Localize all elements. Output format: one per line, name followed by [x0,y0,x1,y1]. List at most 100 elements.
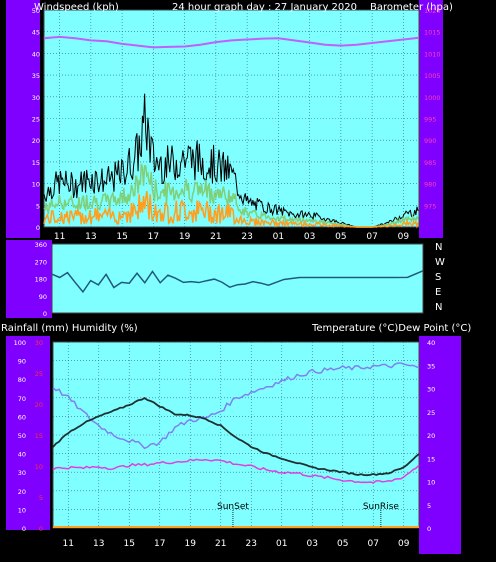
temp-y-tick: 20 [427,432,435,440]
humidity-y-tick: 90 [18,358,26,366]
windlow-line [43,190,419,229]
baro-y-tick: 1020 [424,7,441,15]
humidity-line [52,362,420,450]
humidity-y-tick: 10 [18,506,26,514]
humidity-y-tick: 30 [18,469,26,477]
temp-dew-label: Temperature (°C)Dew Point (°C) [311,323,471,334]
annotation-label: SunRise [363,502,400,512]
baro-y-tick: 1005 [424,72,441,80]
humidity-y-tick: 80 [18,376,26,384]
temp-x-tick: 23 [246,539,257,549]
temp-x-tick: 07 [368,539,379,549]
dir-y-tick: 180 [35,276,47,284]
wind-x-tick: 19 [179,232,191,242]
humidity-y-tick: 20 [18,488,26,496]
wind-y-tick: 35 [32,72,40,80]
dir-left-frame [6,240,52,318]
windspeed-label: Windspeed (kph) [34,2,119,13]
rain-humidity-label: Rainfall (mm) Humidity (%) [1,323,138,334]
rain-y-tick: 10 [35,463,43,471]
wind-y-tick: 30 [32,94,40,102]
temp-x-tick: 19 [185,539,197,549]
temp-x-tick: 17 [154,539,165,549]
humidity-y-tick: 50 [18,432,26,440]
baro-y-tick: 980 [424,181,436,189]
rain-y-tick: 15 [35,432,43,440]
temp-x-tick: 15 [124,539,135,549]
wind-y-tick: 5 [36,202,40,210]
humidity-y-tick: 0 [22,525,26,533]
dir-y-tick: 90 [39,293,47,301]
wind-x-tick: 21 [210,232,221,242]
humidity-y-tick: 60 [18,413,26,421]
annotation-label: SunSet [217,502,249,512]
bottom-right-frame [419,336,461,554]
temp-x-tick: 21 [215,539,226,549]
humidity-y-tick: 100 [14,339,26,347]
rain-y-tick: 0 [39,525,43,533]
temp-y-tick: 25 [427,409,435,417]
compass-label: N [435,302,442,313]
wind-x-tick: 13 [85,232,96,242]
temp-y-tick: 15 [427,455,435,463]
wind-direction-line [51,270,424,294]
wind-x-tick: 03 [304,232,315,242]
wind-x-tick: 07 [366,232,377,242]
temperature-line [52,397,420,477]
wind-y-tick: 0 [36,224,40,232]
wind-x-tick: 01 [273,232,284,242]
baro-y-tick: 985 [424,159,436,167]
rain-y-tick: 5 [39,494,43,502]
wind-x-tick: 15 [116,232,127,242]
compass-label: N [435,242,442,253]
graph-title: 24 hour graph day : 27 January 2020 [172,2,357,13]
temp-x-tick: 05 [337,539,348,549]
baro-y-tick: 995 [424,116,436,124]
wind-x-tick: 05 [335,232,346,242]
compass-label: E [435,287,441,298]
wind-y-tick: 20 [32,137,40,145]
baro-y-tick: 990 [424,137,436,145]
annotations: SunSet SunRise [217,502,399,528]
humidity-y-tick: 40 [18,451,26,459]
temp-y-tick: 30 [427,386,435,394]
temp-y-tick: 40 [427,339,435,347]
dir-y-tick: 360 [35,241,47,249]
wind-y-tick: 45 [32,29,40,37]
wind-y-tick: 40 [32,50,40,58]
direction-plot-area [51,243,424,314]
wind-y-tick: 25 [32,116,40,124]
temp-y-tick: 10 [427,479,435,487]
wind-x-tick: 23 [241,232,252,242]
dewpoint-line [52,458,420,484]
temp-y-tick: 35 [427,362,435,370]
dir-y-tick: 0 [43,310,47,318]
humidity-y-tick: 70 [18,395,26,403]
wind-y-tick: 50 [32,7,40,15]
temp-y-tick: 5 [427,502,431,510]
temp-x-tick: 11 [63,539,74,549]
temp-x-tick: 13 [93,539,104,549]
axis-ticks: 0510152025303540455097598098599099510001… [14,7,445,549]
baro-y-tick: 1015 [424,29,441,37]
compass-label: W [435,257,445,268]
windspeed-series [43,93,419,229]
barometer-label: Barometer (hpa) [370,2,453,13]
bottom-left-frame [6,336,50,530]
rain-y-tick: 30 [35,339,43,347]
rain-y-tick: 25 [35,370,43,378]
baro-y-tick: 1000 [424,94,441,102]
temp-x-tick: 03 [307,539,318,549]
top-right-frame [419,0,443,238]
compass-label: S [435,272,441,283]
barometer-line [43,35,420,49]
baro-y-tick: 1010 [424,50,441,58]
temp-x-tick: 01 [276,539,287,549]
wind-x-tick: 17 [148,232,159,242]
wind-x-tick: 11 [54,232,65,242]
temp-y-tick: 0 [427,525,431,533]
wind-y-tick: 15 [32,159,40,167]
top-left-frame [6,0,40,238]
